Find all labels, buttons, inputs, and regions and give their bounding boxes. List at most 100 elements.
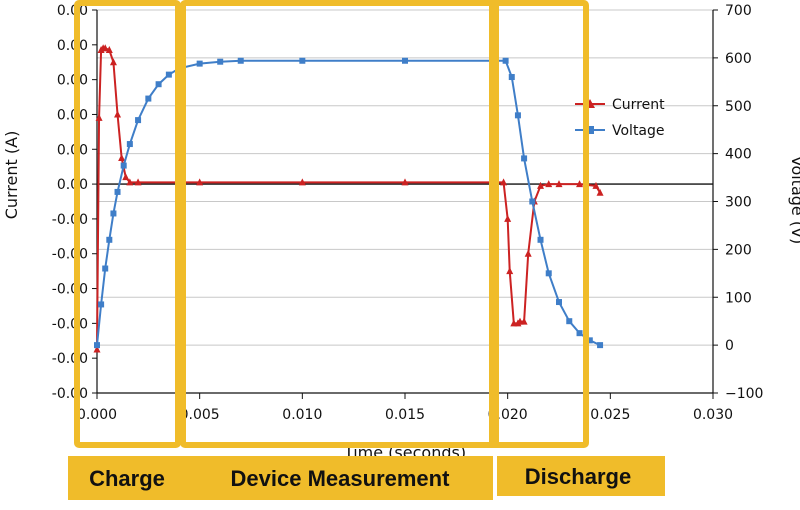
data-point-current [109,58,117,66]
phase-charge-frame [74,0,181,448]
y-left-tick-label: 0.00 [57,142,88,158]
y-right-tick-label: 200 [725,242,752,258]
y-right-tick-label: 0 [725,338,734,354]
data-point-current [134,178,142,186]
data-point-current [298,178,306,186]
y-right-tick-label: −100 [725,386,763,402]
y-right-tick-label: 700 [725,3,752,19]
data-point-voltage [576,330,583,337]
series-layer [93,44,604,353]
data-point-voltage [299,57,306,64]
phase-label-charge: Charge [89,466,165,491]
y-left-tick-label: -0.00 [52,247,88,263]
data-point-voltage [120,162,127,169]
data-point-voltage [196,60,203,67]
phase-overlays [74,0,589,448]
data-point-current [555,180,563,188]
y-axis-left-label: Current (A) [2,131,21,220]
grid-lines [97,9,713,394]
phase-label-bar-right [497,456,665,496]
data-point-voltage [217,58,224,65]
data-point-current [506,267,514,275]
y-right-tick-label: 100 [725,290,752,306]
data-point-current [545,180,553,188]
y-left-tick-label: 0.00 [57,3,88,19]
data-point-voltage [106,236,113,243]
tick-labels: 0.00 0.00 0.00 0.00 0.00 0.00 -0.00 -0.00 -0.00 -… [52,3,764,423]
data-point-voltage [586,337,593,344]
y-right-tick-label: 500 [725,99,752,115]
data-point-current [524,249,532,257]
data-point-current [537,181,545,189]
y-left-tick-label: 0.00 [57,177,88,193]
data-point-current [500,178,508,186]
y-left-tick-label: -0.00 [52,351,88,367]
data-point-current [122,173,130,181]
data-point-voltage [135,117,142,124]
data-point-voltage [94,342,100,349]
data-point-current [196,178,204,186]
y-right-tick-label: 600 [725,51,752,67]
y-left-tick-label: 0.00 [57,73,88,89]
data-point-current [504,214,512,222]
data-point-current [592,181,600,189]
phase-label-measurement: Device Measurement [231,466,451,491]
x-tick-label: 0.010 [282,407,322,423]
data-point-current [114,110,122,118]
data-point-current [576,180,584,188]
phase-label-discharge: Discharge [525,464,631,489]
y-left-tick-label: -0.00 [52,316,88,332]
series-line-voltage [96,59,601,347]
data-point-current [101,44,109,52]
legend-voltage-marker [586,126,594,134]
data-point-current [126,178,134,186]
x-tick-label: 0.025 [590,407,630,423]
y-left-tick-label: -0.00 [52,282,88,298]
data-point-voltage [155,81,162,88]
legend-voltage-label: Voltage [612,123,665,139]
y-left-tick-label: 0.00 [57,38,88,54]
data-point-voltage [102,265,109,272]
data-point-voltage [114,188,121,195]
y-right-tick-label: 400 [725,147,752,163]
x-tick-label: 0.005 [180,407,220,423]
phase-discharge-frame [489,0,589,448]
data-point-voltage [537,236,544,243]
data-point-current [95,113,103,121]
data-point-current [105,46,113,54]
data-point-current [596,188,604,196]
y-right-tick-label: 300 [725,195,752,211]
data-point-current [93,345,101,353]
data-point-voltage [521,155,528,162]
x-tick-label: 0.030 [693,407,733,423]
data-point-current [520,317,528,325]
data-point-voltage [126,141,133,148]
y-axis-right-label: Voltage (V) [788,156,800,245]
data-point-voltage [556,299,562,306]
series-line-current [96,47,601,350]
phase-label-bar-left [68,456,493,500]
data-point-voltage [514,112,521,119]
data-point-voltage [98,301,105,308]
data-point-voltage [110,210,117,217]
data-point-voltage [145,95,152,102]
data-point-voltage [566,318,573,325]
x-tick-label: 0.000 [77,407,117,423]
data-point-current [118,153,126,161]
data-point-voltage [545,270,552,277]
phase-measurement-frame [180,0,499,448]
legend-current-label: Current [612,97,665,113]
y-left-tick-label: -0.00 [52,212,88,228]
y-left-tick-label: 0.00 [57,107,88,123]
data-point-voltage [597,342,604,349]
data-point-current [401,178,409,186]
y-left-tick-label: -0.00 [52,386,88,402]
data-point-voltage [529,198,536,205]
legend: Current Voltage [575,97,665,139]
x-tick-label: 0.015 [385,407,425,423]
data-point-voltage [502,57,509,64]
data-point-voltage [508,74,515,81]
data-point-voltage [237,57,244,64]
data-point-voltage [165,71,172,78]
